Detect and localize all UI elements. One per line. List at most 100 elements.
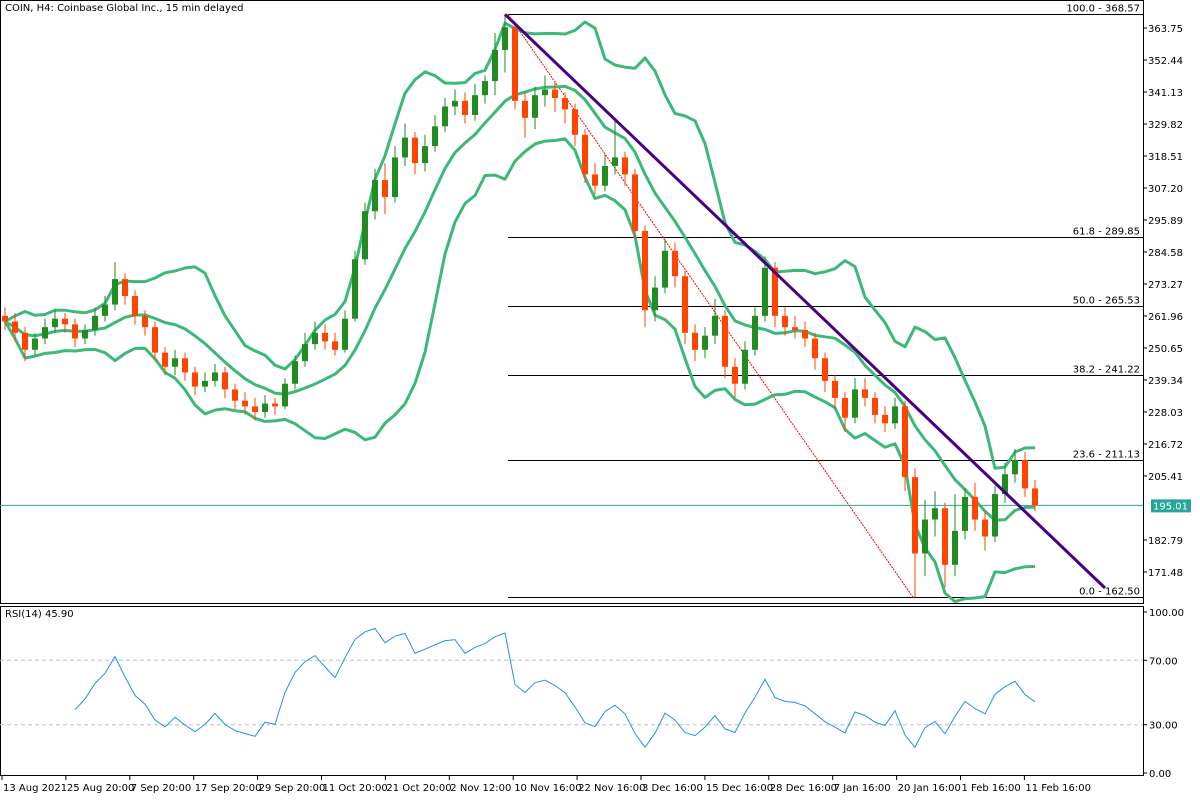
candle-bullish — [42, 318, 48, 345]
candle-body — [292, 361, 298, 384]
candle-bearish — [1032, 479, 1038, 512]
x-tick-label: 3 Dec 16:00 — [642, 783, 703, 794]
candle-bearish — [192, 366, 198, 396]
candle-body — [62, 318, 68, 325]
candle-bullish — [662, 239, 668, 294]
candle-body — [602, 165, 608, 186]
candle-bullish — [1002, 462, 1008, 503]
rsi-label: RSI(14) 45.90 — [5, 609, 74, 620]
candle-body — [912, 477, 918, 554]
candle-bearish — [22, 327, 28, 362]
candle-bearish — [822, 352, 828, 393]
candle-bearish — [72, 318, 78, 347]
x-tick-label: 29 Sep 20:00 — [259, 783, 326, 794]
fib-level-label: 23.6 - 211.13 — [1073, 450, 1140, 461]
candle-bullish — [212, 363, 218, 387]
main-panel — [0, 0, 1144, 604]
trendline[interactable] — [503, 13, 1107, 590]
candle-bullish — [32, 332, 38, 356]
candle-bearish — [912, 468, 918, 598]
x-tick-label: 1 Feb 16:00 — [962, 783, 1021, 794]
candle-bullish — [202, 372, 208, 393]
candle-bullish — [282, 378, 288, 410]
rsi-line — [74, 627, 1036, 749]
candle-body — [582, 134, 588, 175]
x-tick-label: 20 Jan 16:00 — [898, 783, 961, 794]
candle-bullish — [112, 262, 118, 311]
rsi-y-tick-label: 30.00 — [1149, 721, 1178, 732]
candle-bearish — [642, 225, 648, 328]
y-tick-label: 250.65 — [1148, 344, 1183, 355]
candle-bullish — [52, 310, 58, 333]
candle-body — [832, 380, 838, 398]
y-tick-label: 171.48 — [1148, 568, 1183, 579]
y-tick-label: 341.13 — [1148, 88, 1183, 99]
x-tick-label: 7 Jan 16:00 — [834, 783, 891, 794]
candle-bullish — [542, 75, 548, 107]
candle-body — [822, 358, 828, 381]
candle-bearish — [572, 103, 578, 147]
candle-body — [972, 496, 978, 520]
candle-body — [322, 332, 328, 342]
candle-bullish — [392, 146, 398, 203]
candle-bullish — [702, 327, 708, 359]
y-tick-label: 329.82 — [1148, 120, 1183, 131]
rsi-y-tick-label: 70.00 — [1149, 656, 1178, 667]
candle-bullish — [482, 75, 488, 104]
candle-bearish — [412, 131, 418, 175]
candle-bullish — [952, 494, 958, 577]
candle-bearish — [2, 307, 8, 330]
candle-body — [942, 508, 948, 565]
candle-bullish — [852, 378, 858, 424]
candle-bullish — [992, 485, 998, 543]
candle-body — [882, 414, 888, 424]
fib-level-label: 61.8 - 289.85 — [1073, 227, 1140, 238]
candle-bullish — [452, 89, 458, 115]
candle-bullish — [362, 202, 368, 265]
candle-bearish — [632, 168, 638, 240]
candle-bearish — [152, 321, 158, 362]
candle-body — [572, 109, 578, 135]
candle-bearish — [842, 392, 848, 432]
candle-bullish — [532, 86, 538, 130]
candle-bullish — [442, 98, 448, 132]
candle-bullish — [342, 310, 348, 353]
candle-body — [982, 519, 988, 537]
candle-body — [802, 329, 808, 339]
candle-bullish — [892, 397, 898, 430]
y-tick-label: 228.03 — [1148, 408, 1183, 419]
candle-bearish — [332, 332, 338, 356]
fib-level-label: 50.0 - 265.53 — [1073, 296, 1140, 307]
candle-bearish — [832, 375, 838, 410]
candle-bearish — [462, 92, 468, 124]
candle-body — [482, 81, 488, 96]
candle-body — [122, 279, 128, 297]
rsi-y-tick-label: 100.00 — [1149, 608, 1184, 619]
candle-body — [252, 406, 258, 413]
x-tick-label: 21 Oct 20:00 — [386, 783, 451, 794]
current-price-badge — [1151, 499, 1191, 513]
candle-bullish — [292, 355, 298, 390]
candle-body — [132, 296, 138, 316]
candle-body — [612, 157, 618, 166]
y-tick-label: 363.75 — [1148, 24, 1183, 35]
candle-body — [402, 137, 408, 158]
candle-body — [422, 146, 428, 164]
fib-diagonal[interactable] — [507, 14, 914, 598]
candle-bearish — [882, 406, 888, 432]
candle-body — [332, 341, 338, 350]
candle-body — [732, 366, 738, 384]
candle-body — [922, 519, 928, 554]
candle-bullish — [422, 134, 428, 172]
candle-bearish — [62, 313, 68, 333]
candle-body — [412, 137, 418, 164]
candle-body — [192, 372, 198, 387]
candle-body — [962, 496, 968, 531]
candle-bearish — [1022, 451, 1028, 497]
candle-bearish — [522, 92, 528, 138]
y-tick-label: 182.79 — [1148, 536, 1183, 547]
candle-body — [512, 27, 518, 101]
candle-body — [452, 100, 458, 107]
candle-body — [562, 98, 568, 110]
